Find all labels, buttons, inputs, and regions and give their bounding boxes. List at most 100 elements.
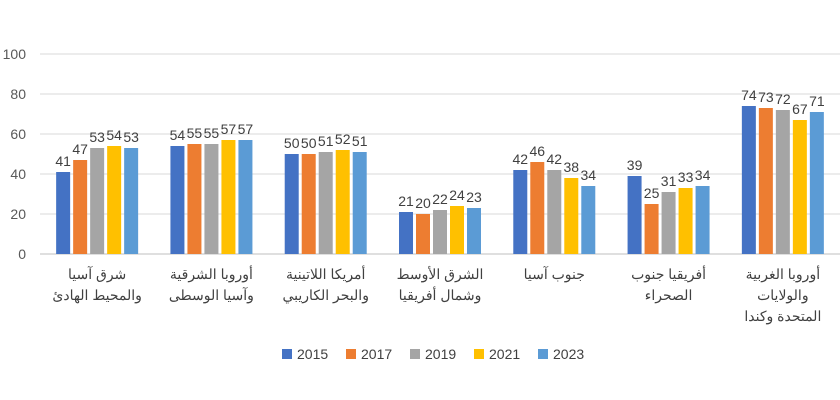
bar-2021 — [792, 120, 807, 254]
data-label: 50 — [284, 135, 300, 151]
data-label: 57 — [238, 121, 254, 137]
bar-2023 — [124, 148, 139, 254]
y-tick-label: 100 — [3, 46, 27, 62]
bar-2019 — [318, 152, 333, 254]
legend-swatch-2017 — [346, 349, 356, 359]
legend-label: 2017 — [361, 346, 392, 362]
data-label: 34 — [580, 167, 596, 183]
bar-2019 — [90, 148, 105, 254]
category-label: الصحراء — [645, 287, 693, 304]
data-label: 54 — [106, 127, 122, 143]
category-label: المتحدة وكندا — [744, 308, 821, 325]
data-label: 41 — [55, 153, 71, 169]
legend-swatch-2019 — [410, 349, 420, 359]
legend-swatch-2021 — [474, 349, 484, 359]
bar-2021 — [564, 178, 579, 254]
bar-2019 — [547, 170, 562, 254]
data-label: 24 — [449, 187, 465, 203]
data-label: 55 — [187, 125, 203, 141]
y-tick-label: 0 — [18, 246, 26, 262]
data-label: 73 — [758, 89, 774, 105]
bar-2019 — [661, 192, 676, 254]
data-label: 50 — [301, 135, 317, 151]
data-label: 55 — [204, 125, 220, 141]
legend-label: 2021 — [489, 346, 520, 362]
bar-2015 — [627, 176, 642, 254]
bar-2015 — [741, 106, 756, 254]
data-label: 22 — [432, 191, 448, 207]
y-tick-label: 20 — [10, 206, 26, 222]
data-label: 20 — [415, 195, 431, 211]
category-label: الشرق الأوسط — [397, 265, 484, 283]
data-label: 51 — [318, 133, 334, 149]
bar-2019 — [775, 110, 790, 254]
bar-2017 — [644, 204, 659, 254]
y-axis-ticks: 0 20 40 60 80 100 — [3, 46, 27, 262]
data-label: 23 — [466, 189, 482, 205]
data-label: 25 — [644, 185, 660, 201]
bar-2021 — [221, 140, 236, 254]
data-label: 72 — [775, 91, 791, 107]
category-label: جنوب آسيا — [524, 265, 585, 283]
category-label: أمريكا اللاتينية — [286, 264, 366, 283]
legend-swatch-2015 — [282, 349, 292, 359]
legend-label: 2015 — [297, 346, 328, 362]
category-label: وشمال أفريقيا — [399, 285, 482, 304]
data-label: 21 — [398, 193, 414, 209]
data-label: 54 — [170, 127, 186, 143]
category-label: أوروبا الغربية — [746, 264, 821, 283]
legend-label: 2023 — [553, 346, 584, 362]
bar-2017 — [187, 144, 202, 254]
category-label: أوروبا الشرقية — [170, 264, 253, 283]
data-label: 42 — [546, 151, 562, 167]
bar-2015 — [513, 170, 528, 254]
data-label: 53 — [89, 129, 105, 145]
legend-label: 2019 — [425, 346, 456, 362]
bar-2021 — [335, 150, 350, 254]
bar-2017 — [301, 154, 316, 254]
category-label: شرق آسيا — [68, 265, 126, 283]
data-label: 34 — [695, 167, 711, 183]
bar-2023 — [467, 208, 481, 254]
legend-swatch-2023 — [538, 349, 548, 359]
data-label: 38 — [563, 159, 579, 175]
bar-2017 — [416, 214, 430, 254]
bar-2015 — [284, 154, 299, 254]
data-label: 31 — [661, 173, 677, 189]
data-label: 39 — [627, 157, 643, 173]
bar-2023 — [695, 186, 710, 254]
category-label: والولايات — [757, 287, 808, 304]
y-tick-label: 60 — [10, 126, 26, 142]
bar-2019 — [433, 210, 447, 254]
data-label: 46 — [529, 143, 545, 159]
bar-2021 — [450, 206, 464, 254]
data-label: 74 — [741, 87, 757, 103]
data-label: 52 — [335, 131, 351, 147]
bar-2023 — [352, 152, 367, 254]
bar-2023 — [809, 112, 824, 254]
category-label: والمحيط الهادئ — [52, 287, 142, 304]
category-label: والبحر الكاريبي — [282, 287, 369, 304]
data-label: 67 — [792, 101, 808, 117]
category-label: وآسيا الوسطى — [169, 286, 254, 304]
bar-2023 — [238, 140, 253, 254]
bar-2017 — [530, 162, 545, 254]
data-label: 42 — [512, 151, 528, 167]
data-label: 33 — [678, 169, 694, 185]
bar-2015 — [170, 146, 185, 254]
data-label: 51 — [352, 133, 368, 149]
category-label: أفريقيا جنوب — [631, 264, 706, 283]
bar-2017 — [73, 160, 88, 254]
bar-2023 — [581, 186, 596, 254]
data-label: 57 — [221, 121, 237, 137]
bars — [56, 106, 824, 254]
data-label: 53 — [123, 129, 139, 145]
category-labels: شرق آسيا والمحيط الهادئ أوروبا الشرقية وآسي… — [52, 264, 821, 325]
bar-2021 — [107, 146, 122, 254]
legend: 2015 2017 2019 2021 2023 — [282, 346, 584, 362]
data-label: 47 — [72, 141, 88, 157]
bar-2017 — [758, 108, 773, 254]
y-tick-label: 80 — [10, 86, 26, 102]
